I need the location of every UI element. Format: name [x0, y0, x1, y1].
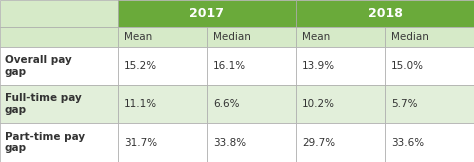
Bar [0, 47, 118, 85]
Text: 5.7%: 5.7% [391, 99, 418, 109]
Text: Mean: Mean [124, 32, 152, 42]
Text: 6.6%: 6.6% [213, 99, 239, 109]
Bar [296, 47, 385, 85]
Bar [0, 123, 118, 162]
Text: 15.0%: 15.0% [391, 61, 424, 71]
Text: Mean: Mean [302, 32, 330, 42]
Bar [118, 0, 296, 27]
Bar [385, 27, 474, 47]
Bar [118, 47, 207, 85]
Bar [0, 85, 118, 123]
Text: 2017: 2017 [190, 7, 225, 20]
Bar [296, 0, 474, 27]
Text: 31.7%: 31.7% [124, 138, 157, 147]
Text: 16.1%: 16.1% [213, 61, 246, 71]
Bar [207, 47, 296, 85]
Bar [207, 85, 296, 123]
Bar [118, 123, 207, 162]
Bar [118, 85, 207, 123]
Text: Overall pay
gap: Overall pay gap [5, 55, 72, 77]
Bar [296, 85, 385, 123]
Bar [385, 47, 474, 85]
Text: 33.6%: 33.6% [391, 138, 424, 147]
Text: Part-time pay
gap: Part-time pay gap [5, 132, 85, 153]
Text: 13.9%: 13.9% [302, 61, 335, 71]
Bar [385, 85, 474, 123]
Bar [207, 123, 296, 162]
Text: 10.2%: 10.2% [302, 99, 335, 109]
Bar [118, 27, 207, 47]
Text: 2018: 2018 [367, 7, 402, 20]
Text: Full-time pay
gap: Full-time pay gap [5, 93, 82, 115]
Bar [296, 27, 385, 47]
Text: 11.1%: 11.1% [124, 99, 157, 109]
Bar [0, 0, 118, 27]
Text: 33.8%: 33.8% [213, 138, 246, 147]
Bar [385, 123, 474, 162]
Bar [296, 123, 385, 162]
Text: Median: Median [213, 32, 251, 42]
Bar [0, 27, 118, 47]
Text: 29.7%: 29.7% [302, 138, 335, 147]
Bar [207, 27, 296, 47]
Text: 15.2%: 15.2% [124, 61, 157, 71]
Text: Median: Median [391, 32, 429, 42]
